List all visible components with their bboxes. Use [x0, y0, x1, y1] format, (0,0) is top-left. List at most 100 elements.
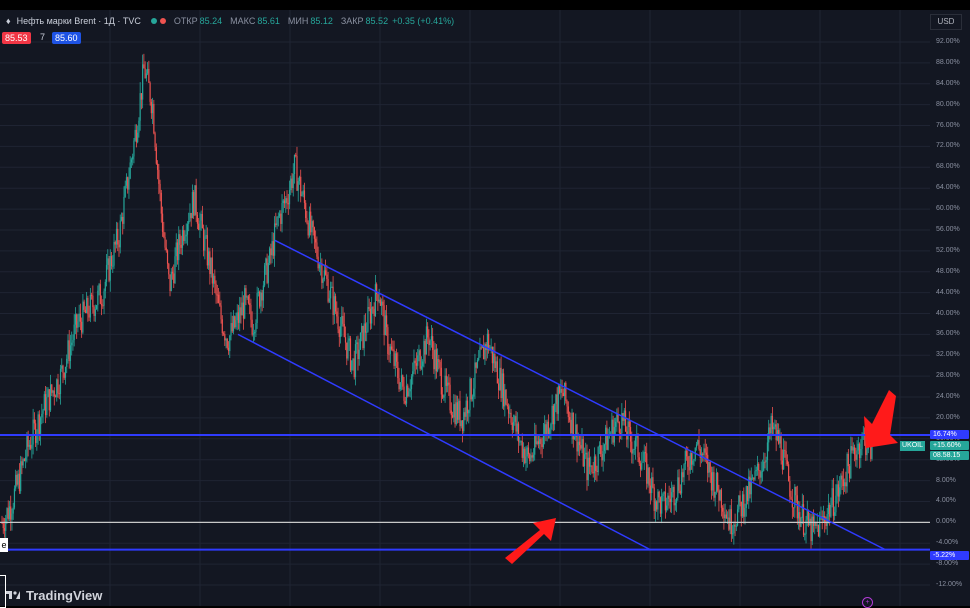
candle-body	[230, 323, 232, 336]
candle-body	[381, 301, 383, 306]
candle-body	[87, 297, 89, 315]
chart-legend: ♦ Нефть марки Brent · 1Д · TVC ОТКР 85.24…	[0, 14, 454, 28]
candle-body	[417, 355, 419, 366]
candle-body	[438, 358, 440, 363]
candle-body	[501, 373, 503, 399]
candle-body	[689, 453, 691, 471]
candle-body	[190, 213, 192, 219]
candle-body	[675, 497, 678, 503]
symbol-tag: UKOIL	[900, 441, 926, 451]
y-tick-label: -4.00%	[936, 539, 959, 547]
candle-body	[507, 406, 510, 414]
candle-body	[795, 487, 797, 496]
candle-body	[778, 430, 780, 444]
candle-body	[858, 443, 861, 459]
candle-body	[445, 375, 447, 386]
candle-body	[702, 453, 704, 455]
candle-body	[545, 424, 547, 436]
candle-body	[682, 472, 684, 478]
candle-body	[264, 265, 266, 286]
chart-plot[interactable]	[0, 10, 930, 606]
candle-body	[639, 463, 642, 470]
candle-body	[619, 432, 622, 434]
tradingview-logo[interactable]: TradingView	[6, 584, 102, 606]
candle-body	[21, 461, 23, 466]
candle-body	[208, 251, 210, 266]
y-tick-label: 64.00%	[936, 184, 960, 192]
candle-body	[394, 353, 396, 366]
candle-body	[428, 337, 430, 346]
candle-body	[806, 510, 808, 520]
candle-body	[102, 305, 104, 307]
candle-body	[325, 270, 327, 275]
candle-body	[261, 292, 263, 301]
candle-body	[235, 320, 237, 328]
candle-body	[663, 491, 665, 495]
candle-body	[174, 256, 176, 284]
market-status-icon	[159, 18, 166, 24]
candle-body	[407, 385, 409, 397]
y-tick-label: 32.00%	[936, 351, 960, 359]
candle-body	[443, 395, 445, 398]
candle-body	[842, 479, 844, 487]
candle-body	[69, 345, 72, 362]
tradingview-logo-icon	[6, 589, 20, 601]
candle-body	[861, 434, 863, 449]
candle-body	[59, 368, 62, 394]
candle-body	[748, 476, 750, 501]
candle-body	[784, 449, 786, 452]
candle-body	[495, 361, 497, 368]
candle-body	[265, 258, 267, 266]
candle-body	[592, 471, 594, 474]
candle-body	[67, 340, 69, 359]
ohlc-low-value: 85.12	[310, 16, 333, 26]
candle-body	[249, 303, 251, 305]
candle-body	[572, 412, 574, 440]
price-change-tag: +15.60%	[930, 441, 969, 450]
candle-body	[734, 524, 736, 527]
candle-body	[455, 402, 457, 425]
candle-body	[615, 421, 617, 427]
buy-button[interactable]: 85.60	[52, 32, 81, 44]
candle-body	[790, 496, 792, 500]
candle-body	[196, 214, 199, 224]
y-tick-label: 40.00%	[936, 309, 960, 317]
candle-body	[363, 323, 365, 349]
candle-body	[562, 392, 564, 396]
candle-body	[825, 522, 827, 526]
candle-body	[683, 464, 685, 478]
plus-circle-icon[interactable]: +	[862, 597, 873, 608]
candle-body	[603, 444, 606, 452]
candle-body	[119, 220, 121, 248]
candle-body	[161, 213, 164, 232]
candle-body	[851, 446, 853, 451]
candle-body	[743, 494, 745, 517]
candle-body	[251, 319, 253, 335]
candle-body	[38, 414, 40, 435]
candle-body	[408, 391, 410, 397]
candle-body	[93, 307, 95, 316]
candle-body	[199, 220, 201, 230]
candle-body	[225, 338, 227, 341]
currency-selector[interactable]: USD	[930, 14, 962, 30]
candle-body	[480, 347, 482, 349]
candle-body	[514, 416, 516, 422]
candle-body	[239, 307, 241, 323]
candle-body	[227, 347, 230, 352]
candle-body	[735, 525, 737, 527]
candle-body	[573, 437, 576, 440]
symbol-name[interactable]: Нефть марки Brent · 1Д · TVC	[16, 16, 141, 26]
candle-body	[852, 447, 854, 451]
sell-button[interactable]: 85.53	[2, 32, 31, 44]
candle-body	[332, 286, 334, 315]
candle-body	[133, 140, 135, 157]
candle-body	[282, 200, 284, 204]
candle-body	[732, 533, 734, 535]
candle-body	[100, 303, 103, 306]
candle-body	[698, 440, 700, 449]
candle-body	[624, 410, 627, 432]
candle-body	[519, 441, 521, 443]
candle-body	[667, 495, 669, 506]
candle-body	[134, 129, 136, 141]
arrow-down-left	[864, 390, 898, 448]
